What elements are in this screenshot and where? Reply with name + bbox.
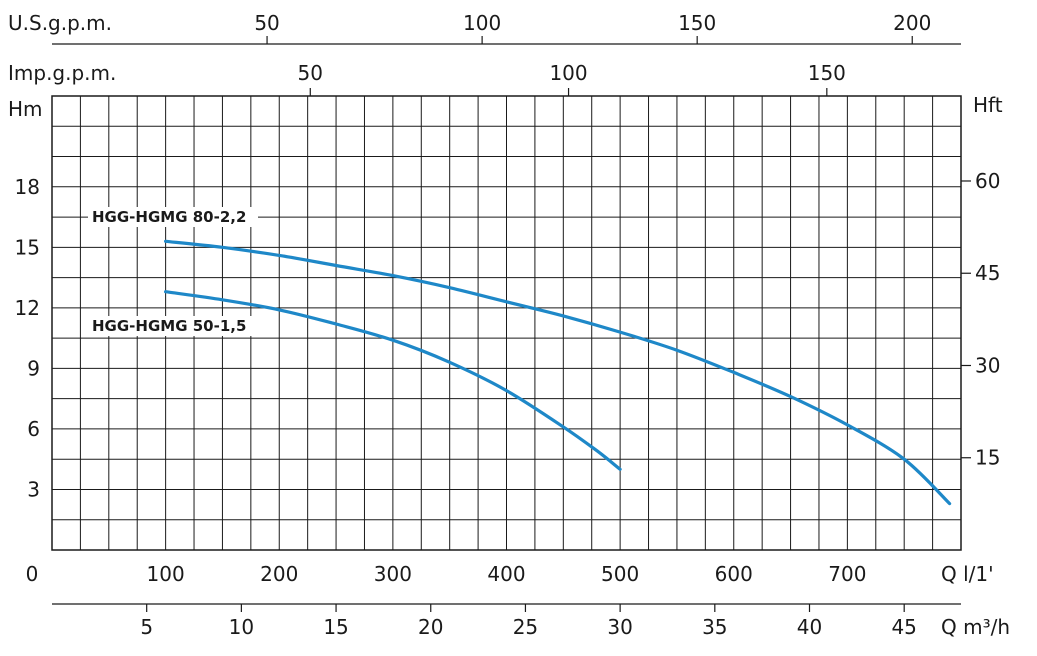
hft-tick-label: 30 xyxy=(975,353,1000,377)
imp-gpm-tick-label: 100 xyxy=(549,61,587,85)
series-label-bg xyxy=(88,207,258,227)
lpm-tick-label: 700 xyxy=(828,562,866,586)
us-gpm-tick-label: 200 xyxy=(893,11,931,35)
hm-tick-label: 3 xyxy=(27,477,40,501)
m3h-tick-label: 25 xyxy=(513,615,538,639)
hm-tick-label: 15 xyxy=(15,235,40,259)
hm-tick-label: 6 xyxy=(27,417,40,441)
m3h-tick-label: 45 xyxy=(891,615,916,639)
imp-gpm-axis-label: Imp.g.p.m. xyxy=(8,61,116,85)
series-label-1: HGG-HGMG 50-1,5 xyxy=(92,317,246,335)
lpm-tick-label: 200 xyxy=(260,562,298,586)
series-label-bg xyxy=(88,316,258,336)
hft-tick-label: 45 xyxy=(975,261,1000,285)
lpm-tick-label: 600 xyxy=(715,562,753,586)
lpm-axis-label: Q l/1' xyxy=(941,562,994,586)
hm-tick-label: 12 xyxy=(15,296,40,320)
curve-series: HGG-HGMG 80-2,2 HGG-HGMG 50-1,5 xyxy=(88,207,952,506)
lpm-tick-label: 100 xyxy=(147,562,185,586)
hft-axis-label: Hft xyxy=(973,93,1003,117)
hm-axis-label: Hm xyxy=(8,97,43,121)
left-axis-hm: Hm 3 6 9 12 15 18 xyxy=(8,97,43,501)
hm-tick-label: 18 xyxy=(15,175,40,199)
top-axes: U.S.g.p.m. 50 100 150 200 Imp.g.p.m. 50 100 150 xyxy=(8,11,961,96)
imp-gpm-tick-label: 150 xyxy=(808,61,846,85)
lpm-tick-label: 0 xyxy=(26,562,39,586)
hft-tick-label: 60 xyxy=(975,169,1000,193)
lpm-tick-label: 300 xyxy=(374,562,412,586)
series-line-0 xyxy=(164,239,952,506)
m3h-tick-label: 15 xyxy=(323,615,348,639)
us-gpm-tick-label: 100 xyxy=(463,11,501,35)
us-gpm-tick-label: 50 xyxy=(254,11,279,35)
hft-tick-label: 15 xyxy=(975,446,1000,470)
series-label-0: HGG-HGMG 80-2,2 xyxy=(92,208,246,226)
m3h-tick-label: 40 xyxy=(797,615,822,639)
imp-gpm-tick-label: 50 xyxy=(298,61,323,85)
m3h-tick-label: 10 xyxy=(229,615,254,639)
us-gpm-axis-label: U.S.g.p.m. xyxy=(8,11,112,35)
m3h-tick-label: 30 xyxy=(607,615,632,639)
bottom-axes: 0 100 200 300 400 500 600 700 Q l/1' 5 10 15 20 25 30 3… xyxy=(26,562,1010,639)
series-line-1 xyxy=(164,290,622,471)
m3h-axis-label: Q m³/h xyxy=(941,615,1010,639)
right-axis-hft: Hft 15 30 45 60 xyxy=(961,93,1003,470)
m3h-tick-label: 20 xyxy=(418,615,443,639)
hm-tick-label: 9 xyxy=(27,356,40,380)
us-gpm-tick-label: 150 xyxy=(678,11,716,35)
m3h-tick-label: 5 xyxy=(140,615,153,639)
lpm-tick-label: 400 xyxy=(487,562,525,586)
lpm-tick-label: 500 xyxy=(601,562,639,586)
m3h-tick-label: 35 xyxy=(702,615,727,639)
